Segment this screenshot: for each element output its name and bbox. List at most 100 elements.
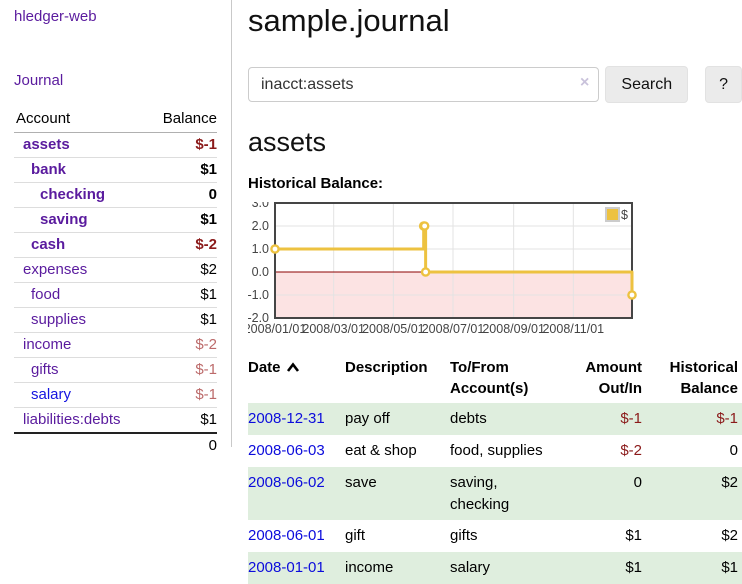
account-balance: $1 <box>146 157 217 183</box>
svg-text:2.0: 2.0 <box>252 219 269 233</box>
accounts-header-account: Account <box>14 108 147 133</box>
svg-text:-2.0: -2.0 <box>248 311 269 325</box>
transaction-description: pay off <box>345 410 390 428</box>
chart-title: Historical Balance: <box>248 175 384 192</box>
historical-balance-chart: 3.0 2.0 1.0 0.0 -1.0 -2.0 2008/01/01 2008/03/01… <box>244 196 742 339</box>
account-balance: $1 <box>146 282 217 308</box>
register-header-balance: Historical Balance <box>669 359 738 397</box>
accounts-table: Account Balance assets $-1 bank $1 check… <box>14 108 217 458</box>
account-balance: $1 <box>146 307 217 333</box>
svg-text:3.0: 3.0 <box>252 202 269 210</box>
transaction-accounts: food, supplies <box>450 442 543 460</box>
register-row: 2008-06-01 gift gifts $1 $2 <box>248 520 742 552</box>
svg-text:2008/11/01: 2008/11/01 <box>542 322 604 336</box>
accounts-header-balance: Balance <box>146 108 217 133</box>
clear-search-icon[interactable]: × <box>580 74 590 91</box>
account-link[interactable]: assets <box>23 136 70 153</box>
account-link[interactable]: income <box>23 336 72 353</box>
svg-text:2008/09/01: 2008/09/01 <box>482 322 545 336</box>
account-row: gifts $-1 <box>14 357 217 383</box>
svg-text:1.0: 1.0 <box>252 242 269 256</box>
account-row: assets $-1 <box>14 133 217 158</box>
transaction-description: eat & shop <box>345 442 417 460</box>
account-link[interactable]: checking <box>40 186 106 203</box>
svg-text:2008/05/01: 2008/05/01 <box>362 322 425 336</box>
transaction-amount: 0 <box>633 473 642 491</box>
account-balance: $-1 <box>146 357 217 383</box>
register-row: 2008-06-03 eat & shop food, supplies $-2… <box>248 435 742 467</box>
register-row: 2008-06-02 save saving, checking 0 $2 <box>248 466 742 521</box>
account-row: saving $1 <box>14 207 217 233</box>
account-link[interactable]: liabilities:debts <box>23 411 121 428</box>
transaction-description: gift <box>345 527 366 545</box>
transaction-date-link[interactable]: 2008-06-03 <box>248 442 325 460</box>
search-input[interactable] <box>248 67 600 102</box>
transaction-date-link[interactable]: 2008-01-01 <box>248 559 325 577</box>
search-help-button[interactable]: ? <box>705 66 742 103</box>
register-row: 2008-01-01 income salary $1 $1 <box>248 552 742 584</box>
transaction-amount: $1 <box>625 527 642 545</box>
account-balance: $-1 <box>146 382 217 408</box>
svg-text:$: $ <box>621 208 628 222</box>
transaction-balance: $-1 <box>716 410 738 428</box>
transaction-amount: $1 <box>625 559 642 577</box>
svg-text:2008/03/01: 2008/03/01 <box>302 322 365 336</box>
transaction-accounts: debts <box>450 410 487 428</box>
transaction-balance: $1 <box>721 559 738 577</box>
register-row: 2008-12-31 pay off debts $-1 $-1 <box>248 403 742 436</box>
transaction-description: income <box>345 559 394 577</box>
transaction-date-link[interactable]: 2008-06-02 <box>248 473 325 491</box>
account-balance: $-2 <box>146 232 217 258</box>
register-header-date-label: Date <box>248 359 281 376</box>
account-balance: $1 <box>146 207 217 233</box>
transaction-date-link[interactable]: 2008-12-31 <box>248 410 325 428</box>
transaction-date-link[interactable]: 2008-06-01 <box>248 527 325 545</box>
account-link[interactable]: saving <box>40 211 88 228</box>
account-row: bank $1 <box>14 157 217 183</box>
search-form: × Search ? <box>248 66 742 103</box>
account-row: food $1 <box>14 282 217 308</box>
transaction-accounts: saving, checking <box>450 473 510 513</box>
account-link[interactable]: salary <box>31 386 72 403</box>
transaction-accounts: salary <box>450 559 491 577</box>
transaction-balance: $2 <box>721 527 738 545</box>
account-balance: $2 <box>146 257 217 283</box>
account-link[interactable]: supplies <box>31 311 87 328</box>
transaction-accounts: gifts <box>450 527 478 545</box>
svg-text:2008/07/01: 2008/07/01 <box>422 322 485 336</box>
chart-svg: 3.0 2.0 1.0 0.0 -1.0 -2.02008/01/012008/03/01… <box>244 196 637 336</box>
register-table: Date Description To/From Account(s) Amou… <box>248 355 742 584</box>
search-button[interactable]: Search <box>605 66 689 103</box>
account-balance: $1 <box>146 407 217 433</box>
main-content: sample.journal × Search ? assets Histori… <box>232 0 742 584</box>
account-row: cash $-2 <box>14 232 217 258</box>
register-header-date[interactable]: Date <box>248 355 345 403</box>
account-link[interactable]: expenses <box>23 261 88 278</box>
accounts-total-row: 0 <box>14 432 217 458</box>
account-row: supplies $1 <box>14 307 217 333</box>
account-balance: $-1 <box>195 136 217 153</box>
register-header-amount: Amount Out/In <box>585 359 642 397</box>
register-header-accounts: To/From Account(s) <box>450 359 529 397</box>
account-balance: 0 <box>146 182 217 208</box>
account-link[interactable]: cash <box>31 236 66 253</box>
app-title-link[interactable]: hledger-web <box>14 8 97 25</box>
account-link[interactable]: food <box>31 286 61 303</box>
account-row: income $-2 <box>14 332 217 358</box>
transaction-description: save <box>345 473 377 491</box>
transaction-balance: $2 <box>721 473 738 491</box>
account-row: liabilities:debts $1 <box>14 407 217 433</box>
account-row: expenses $2 <box>14 257 217 283</box>
svg-text:2008/01/01: 2008/01/01 <box>248 322 306 336</box>
page-title: sample.journal <box>248 3 450 38</box>
journal-link[interactable]: Journal <box>14 72 64 89</box>
account-row: salary $-1 <box>14 382 217 408</box>
account-balance: $-2 <box>146 332 217 358</box>
account-link[interactable]: gifts <box>31 361 59 378</box>
account-link[interactable]: bank <box>31 161 67 178</box>
transaction-balance: 0 <box>729 442 738 460</box>
account-heading: assets <box>248 127 327 157</box>
transaction-amount: $-2 <box>620 442 642 460</box>
register-header-description: Description <box>345 359 428 376</box>
